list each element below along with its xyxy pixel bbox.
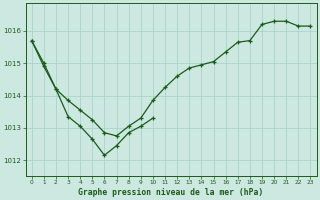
X-axis label: Graphe pression niveau de la mer (hPa): Graphe pression niveau de la mer (hPa) xyxy=(78,188,264,197)
